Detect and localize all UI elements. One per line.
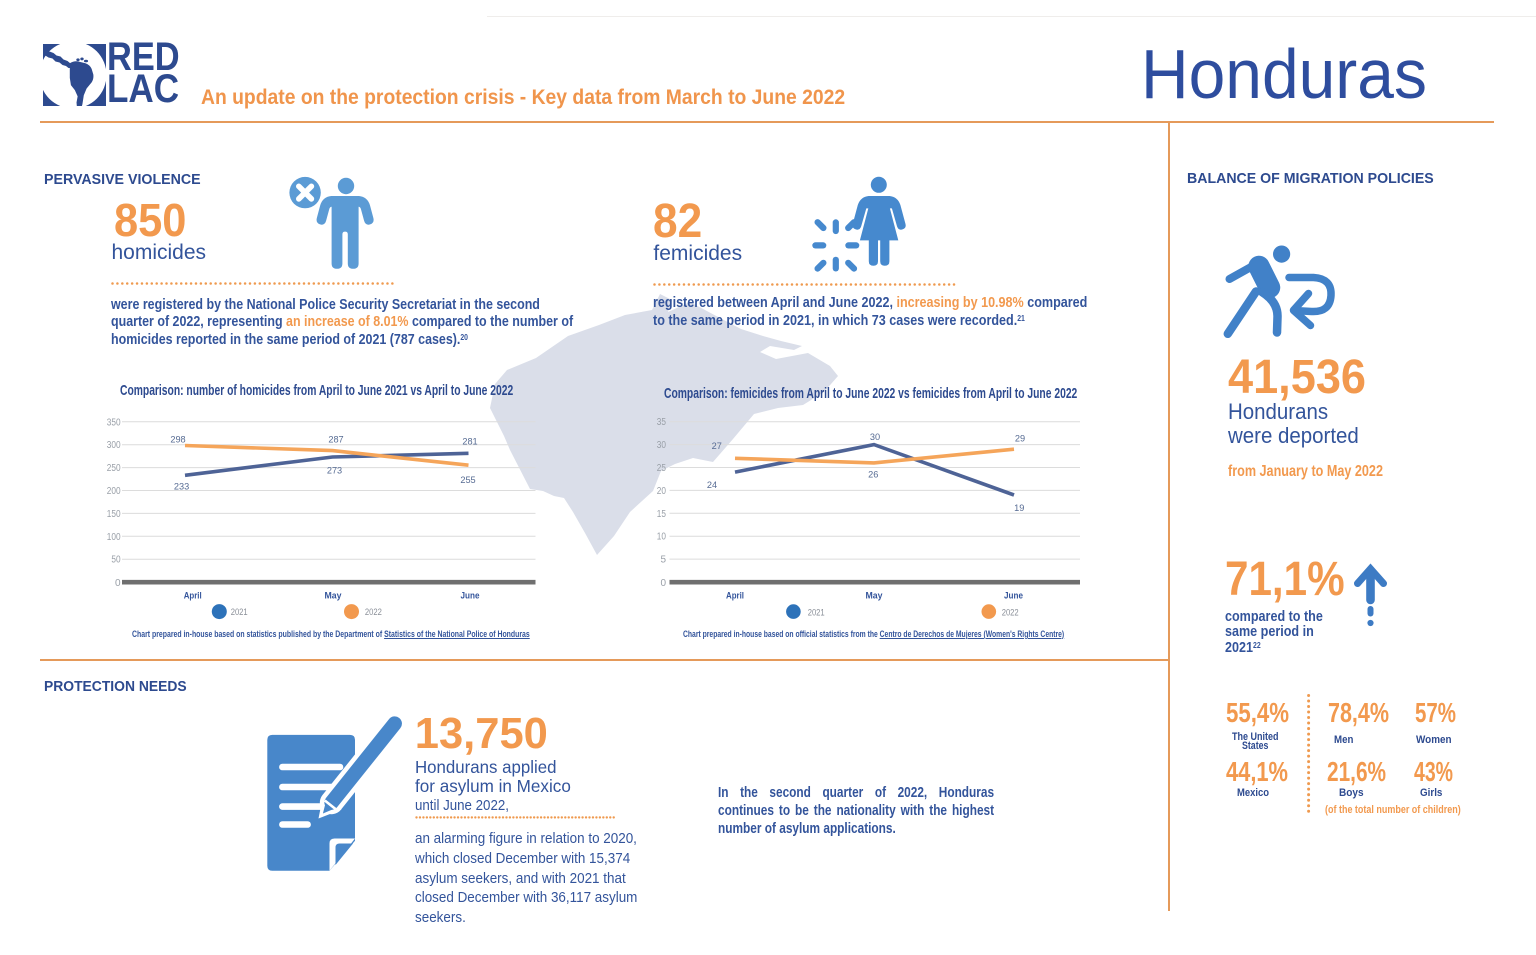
svg-text:27: 27 [712, 441, 722, 451]
svg-text:April: April [184, 591, 202, 601]
svg-text:30: 30 [870, 432, 880, 442]
svg-text:200: 200 [107, 486, 121, 497]
svg-text:35: 35 [657, 417, 667, 428]
svg-text:15: 15 [657, 509, 667, 520]
svg-text:2021: 2021 [231, 607, 248, 618]
svg-text:233: 233 [174, 481, 189, 491]
svg-text:26: 26 [868, 469, 878, 479]
svg-text:2021: 2021 [808, 607, 825, 618]
svg-text:5: 5 [660, 555, 666, 566]
svg-text:250: 250 [107, 463, 121, 474]
svg-text:2022: 2022 [365, 607, 382, 618]
svg-text:150: 150 [107, 509, 121, 520]
svg-text:May: May [866, 591, 884, 601]
svg-text:10: 10 [657, 532, 667, 543]
svg-text:30: 30 [657, 440, 667, 451]
svg-text:20: 20 [657, 486, 667, 497]
svg-text:2022: 2022 [1002, 607, 1019, 618]
svg-text:April: April [726, 591, 744, 601]
svg-text:25: 25 [657, 463, 667, 474]
svg-text:19: 19 [1014, 503, 1024, 513]
svg-text:June: June [1004, 591, 1023, 601]
svg-text:50: 50 [111, 555, 121, 566]
svg-text:0: 0 [660, 578, 666, 589]
svg-text:May: May [325, 591, 343, 601]
svg-text:0: 0 [115, 578, 121, 589]
svg-text:255: 255 [460, 475, 475, 485]
svg-text:24: 24 [707, 480, 717, 490]
svg-text:281: 281 [462, 437, 477, 447]
svg-text:June: June [461, 591, 480, 601]
svg-text:287: 287 [328, 435, 343, 445]
svg-text:300: 300 [107, 440, 121, 451]
svg-text:350: 350 [107, 417, 121, 428]
svg-text:273: 273 [327, 466, 342, 476]
svg-text:298: 298 [170, 435, 185, 445]
svg-text:29: 29 [1015, 434, 1025, 444]
svg-text:100: 100 [107, 532, 121, 543]
